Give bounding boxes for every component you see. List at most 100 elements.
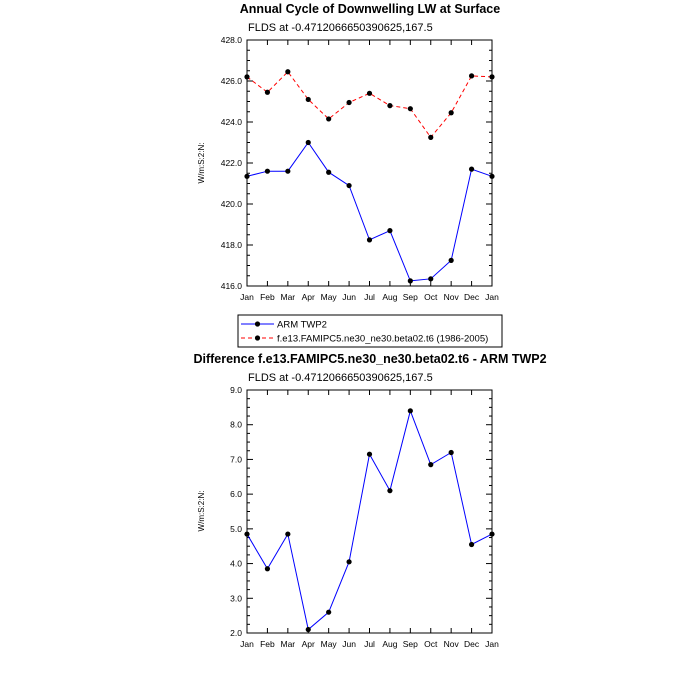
bottom-series-0-point (326, 609, 332, 615)
top-series-1-point (468, 73, 475, 79)
bottom-chart-title: Difference f.e13.FAMIPC5.ne30_ne30.beta0… (193, 352, 546, 366)
top-x-tick-label: Nov (444, 292, 460, 302)
top-series-1-point (448, 110, 454, 116)
legend-marker-model (254, 335, 261, 341)
bottom-x-tick-label: May (321, 639, 338, 649)
top-y-tick-label: 418.0 (221, 240, 243, 250)
bottom-plot-area: Jan Feb Mar Apr May Jun Jul Aug Sep Oct Nov Dec Jan2… (230, 385, 499, 649)
bottom-series-0-point (305, 626, 311, 633)
bottom-x-tick-label: Mar (281, 639, 296, 649)
top-x-tick-label: Feb (260, 292, 275, 302)
top-x-tick-label: Jul (364, 292, 375, 302)
bottom-x-tick-label: Jun (342, 639, 356, 649)
bottom-y-tick-label: 6.0 (230, 489, 242, 499)
top-series-1-point (326, 116, 332, 122)
top-y-tick-label: 420.0 (221, 199, 243, 209)
top-x-tick-label: Aug (382, 292, 397, 302)
top-x-tick-label: Jan (485, 292, 499, 302)
legend: ARM TWP2 f.e13.FAMIPC5.ne30_ne30.beta02.… (237, 314, 503, 348)
bottom-x-tick-label: Dec (464, 639, 480, 649)
top-series-0-point (264, 168, 271, 174)
bottom-y-tick-label: 3.0 (230, 593, 242, 603)
top-x-tick-label: May (321, 292, 338, 302)
top-series-1-point (346, 99, 352, 106)
legend-box (237, 314, 503, 348)
top-series-0-point (387, 228, 393, 234)
bottom-x-tick-label: Feb (260, 639, 275, 649)
top-series-0-point (366, 237, 373, 243)
top-series-1-point (387, 103, 393, 109)
top-chart-subtitle: FLDS at -0.4712066650390625,167.5 (248, 22, 433, 34)
top-series-0-point (468, 166, 475, 172)
top-series-1-point (244, 74, 250, 80)
bottom-x-tick-label: Jan (485, 639, 499, 649)
bottom-series-0-point (244, 531, 250, 537)
top-plot-area: Jan Feb Mar Apr May Jun Jul Aug Sep Oct Nov Dec Jan4… (221, 35, 499, 302)
top-series-0-point (305, 139, 311, 146)
bottom-y-tick-label: 4.0 (230, 559, 242, 569)
top-series-1-point (489, 74, 495, 80)
bottom-series-line-0 (246, 409, 493, 631)
top-series-0-point (326, 169, 332, 175)
top-series-1-point (366, 90, 373, 96)
bottom-y-axis-label: W/m:S:2:N: (197, 491, 206, 532)
bottom-plot-frame (246, 389, 493, 634)
top-y-axis-label: W/m:S:2:N: (197, 143, 206, 184)
top-plot-frame (246, 39, 493, 287)
bottom-series-0-point (489, 531, 495, 537)
bottom-y-tick-label: 9.0 (230, 385, 242, 395)
bottom-series-0-point (264, 566, 271, 572)
legend-marker-arm (254, 321, 261, 327)
top-x-tick-label: Jun (342, 292, 356, 302)
bottom-x-tick-label: Jul (364, 639, 375, 649)
top-x-tick-label: Dec (464, 292, 480, 302)
top-series-line-1 (246, 71, 493, 139)
bottom-series-0-point (468, 541, 475, 548)
top-series-0-point (428, 276, 434, 282)
top-series-0-point (489, 173, 495, 179)
top-series-1-point (285, 69, 291, 75)
top-series-0-point (407, 278, 413, 284)
legend-label-arm: ARM TWP2 (277, 320, 327, 331)
bottom-series-0-point (448, 449, 454, 456)
bottom-series-0-point (407, 408, 413, 414)
bottom-x-tick-label: Jan (240, 639, 254, 649)
bottom-series-0-point (366, 451, 373, 457)
top-x-tick-label: Apr (302, 292, 315, 302)
bottom-y-tick-label: 8.0 (230, 420, 242, 430)
bottom-x-tick-label: Nov (444, 639, 460, 649)
bottom-y-tick-label: 5.0 (230, 524, 242, 534)
bottom-x-tick-label: Aug (382, 639, 397, 649)
top-x-tick-label: Oct (424, 292, 438, 302)
top-series-1-point (264, 89, 271, 95)
top-series-0-point (346, 182, 352, 189)
bottom-chart-subtitle: FLDS at -0.4712066650390625,167.5 (248, 372, 433, 384)
top-y-tick-label: 426.0 (221, 76, 243, 86)
bottom-y-tick-label: 7.0 (230, 454, 242, 464)
top-series-1-point (428, 134, 434, 140)
top-series-1-point (305, 96, 311, 103)
top-chart-title: Annual Cycle of Downwelling LW at Surfac… (240, 2, 500, 16)
bottom-x-tick-label: Oct (424, 639, 438, 649)
top-series-1-point (407, 106, 413, 112)
bottom-series-0-point (387, 488, 393, 494)
top-series-0-point (285, 168, 291, 174)
top-x-tick-label: Sep (403, 292, 418, 302)
top-y-tick-label: 428.0 (221, 35, 243, 45)
bottom-series-0-point (346, 559, 352, 565)
top-y-tick-label: 424.0 (221, 117, 243, 127)
bottom-y-tick-label: 2.0 (230, 628, 242, 638)
bottom-x-tick-label: Sep (403, 639, 418, 649)
top-series-0-point (448, 257, 454, 263)
bottom-series-0-point (285, 531, 291, 537)
top-x-tick-label: Mar (281, 292, 296, 302)
top-series-0-point (244, 173, 250, 179)
top-series-line-0 (246, 141, 493, 282)
bottom-x-tick-label: Apr (302, 639, 315, 649)
bottom-series-0-point (428, 462, 434, 468)
top-x-tick-label: Jan (240, 292, 254, 302)
legend-label-model: f.e13.FAMIPC5.ne30_ne30.beta02.t6 (1986-… (277, 334, 488, 345)
top-y-tick-label: 422.0 (221, 158, 243, 168)
top-y-tick-label: 416.0 (221, 281, 243, 291)
